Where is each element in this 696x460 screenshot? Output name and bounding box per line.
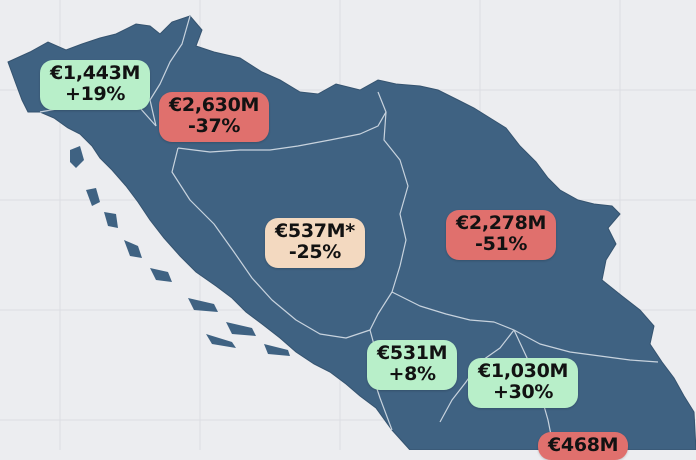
region-amount: €2,278M bbox=[456, 212, 547, 234]
region-amount: €531M bbox=[377, 342, 448, 364]
region-amount: €2,630M bbox=[169, 94, 260, 116]
region-badge-montenegro: €531M +8% bbox=[367, 340, 458, 390]
region-change: -51% bbox=[474, 233, 528, 256]
region-badge-croatia-north: €1,443M +19% bbox=[40, 60, 151, 110]
region-amount: €537M* bbox=[275, 220, 355, 242]
region-change: +19% bbox=[64, 83, 126, 106]
region-badge-serbia: €2,278M -51% bbox=[446, 210, 557, 260]
region-badge-macedonia: €468M bbox=[538, 432, 629, 460]
islands bbox=[70, 146, 290, 356]
region-amount: €1,030M bbox=[478, 360, 569, 382]
region-amount: €1,443M bbox=[50, 62, 141, 84]
region-change: +8% bbox=[388, 363, 437, 386]
region-badge-pannonia: €2,630M -37% bbox=[159, 92, 270, 142]
region-amount: €468M bbox=[548, 434, 619, 456]
region-badge-kosovo: €1,030M +30% bbox=[468, 358, 579, 408]
region-change: -25% bbox=[288, 241, 342, 264]
region-change: +30% bbox=[492, 381, 554, 404]
region-change: -37% bbox=[187, 115, 241, 138]
region-badge-bosnia: €537M* -25% bbox=[265, 218, 365, 268]
